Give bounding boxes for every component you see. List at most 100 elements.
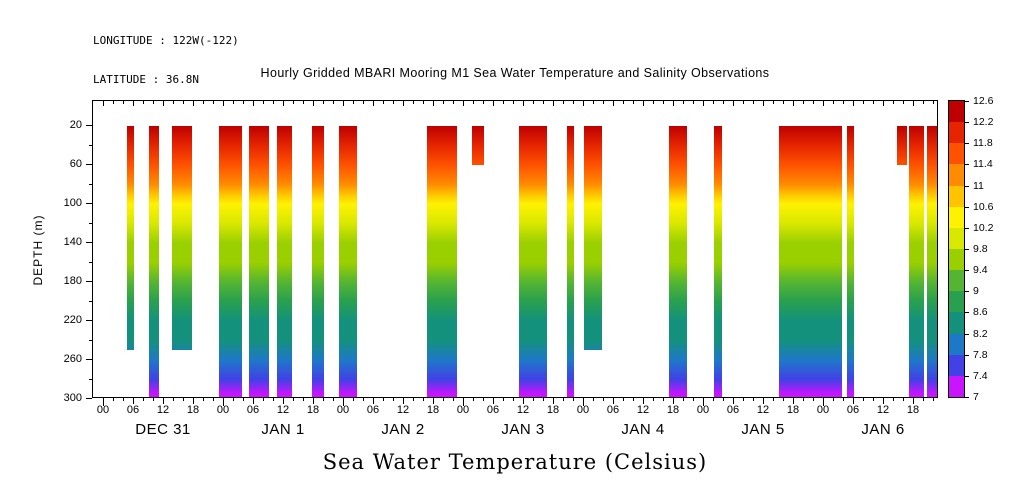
x-axis-tick bbox=[603, 398, 604, 401]
x-axis-top-tick bbox=[813, 101, 814, 104]
x-axis-hour-label: 12 bbox=[636, 404, 650, 416]
x-axis-tick bbox=[703, 398, 704, 406]
x-axis-top-tick bbox=[773, 101, 774, 104]
y-axis-tick-label: 180 bbox=[63, 275, 82, 287]
x-axis-top-tick bbox=[453, 101, 454, 104]
x-axis-top-tick bbox=[893, 101, 894, 104]
x-axis-tick bbox=[233, 398, 234, 401]
colorbar-tick bbox=[965, 333, 969, 335]
y-axis-tick bbox=[86, 203, 92, 204]
y-axis-tick bbox=[86, 164, 92, 165]
colorbar-tick-label: 7.8 bbox=[973, 348, 988, 361]
x-axis-tick bbox=[833, 398, 834, 401]
x-axis-top-tick bbox=[823, 101, 824, 106]
x-axis-top-tick bbox=[293, 101, 294, 104]
x-axis-top-tick bbox=[203, 101, 204, 104]
data-segment bbox=[149, 126, 159, 397]
colorbar-tick bbox=[965, 397, 969, 398]
x-axis-tick bbox=[203, 398, 204, 401]
colorbar-tick bbox=[965, 354, 969, 356]
x-axis-top-tick bbox=[263, 101, 264, 104]
x-axis-top-tick bbox=[543, 101, 544, 104]
x-axis-tick bbox=[663, 398, 664, 401]
x-axis-top-tick bbox=[793, 101, 794, 106]
x-axis-day-label: JAN 4 bbox=[621, 421, 665, 438]
x-axis-tick bbox=[883, 398, 884, 404]
x-axis-tick bbox=[193, 398, 194, 404]
data-segment bbox=[311, 126, 324, 397]
x-axis-top-tick bbox=[673, 101, 674, 106]
x-axis-hour-label: 12 bbox=[396, 404, 410, 416]
x-axis-tick bbox=[353, 398, 354, 401]
x-axis-top-tick bbox=[783, 101, 784, 104]
x-axis-top-tick bbox=[173, 101, 174, 104]
colorbar-tick-label: 9 bbox=[973, 285, 979, 298]
x-axis-tick bbox=[653, 398, 654, 401]
x-axis-tick bbox=[823, 398, 824, 406]
x-axis-tick bbox=[583, 398, 584, 406]
x-axis-tick bbox=[643, 398, 644, 404]
x-axis-tick bbox=[903, 398, 904, 401]
x-axis-tick bbox=[613, 398, 614, 404]
x-axis-tick bbox=[273, 398, 274, 401]
x-axis-tick bbox=[293, 398, 294, 401]
colorbar-tick bbox=[965, 270, 969, 272]
data-segment bbox=[171, 126, 192, 351]
data-segment bbox=[339, 126, 357, 397]
x-axis-tick bbox=[153, 398, 154, 401]
x-axis-hour-label: 18 bbox=[306, 404, 320, 416]
x-axis-top-tick bbox=[753, 101, 754, 104]
colorbar-tick bbox=[965, 206, 969, 208]
y-axis-tick bbox=[86, 398, 92, 399]
y-axis-tick bbox=[86, 359, 92, 360]
x-axis-top-tick bbox=[613, 101, 614, 106]
x-axis-hour-label: 18 bbox=[546, 404, 560, 416]
x-axis-top-tick bbox=[653, 101, 654, 104]
data-segment bbox=[276, 126, 292, 397]
x-axis-tick bbox=[523, 398, 524, 404]
colorbar-segment bbox=[949, 101, 964, 123]
y-axis-tick-label: 260 bbox=[63, 353, 82, 365]
x-axis-hour-label: 06 bbox=[846, 404, 860, 416]
data-segment bbox=[779, 126, 842, 397]
chart-title: Hourly Gridded MBARI Mooring M1 Sea Wate… bbox=[260, 66, 770, 80]
x-axis-top-tick bbox=[113, 101, 114, 104]
x-axis-top-tick bbox=[713, 101, 714, 104]
x-axis-hour-label: 12 bbox=[756, 404, 770, 416]
x-axis-tick bbox=[553, 398, 554, 404]
x-axis-tick bbox=[783, 398, 784, 401]
x-axis-tick bbox=[403, 398, 404, 404]
x-axis-top-tick bbox=[593, 101, 594, 104]
x-axis-tick bbox=[563, 398, 564, 401]
y-axis-tick bbox=[86, 125, 92, 126]
x-axis-top-tick bbox=[493, 101, 494, 106]
x-axis-hour-label: 00 bbox=[336, 404, 350, 416]
colorbar-segment bbox=[949, 312, 964, 334]
x-axis-tick bbox=[723, 398, 724, 401]
x-axis-day-label: JAN 2 bbox=[381, 421, 425, 438]
x-axis-top-tick bbox=[333, 101, 334, 104]
colorbar-tick bbox=[965, 101, 969, 102]
colorbar-segment bbox=[949, 270, 964, 292]
x-axis-hour-label: 06 bbox=[486, 404, 500, 416]
x-axis-tick bbox=[163, 398, 164, 404]
x-axis-top-tick bbox=[643, 101, 644, 106]
colorbar-tick-label: 9.8 bbox=[973, 243, 988, 255]
x-axis-top-tick bbox=[513, 101, 514, 104]
colorbar-segment bbox=[949, 227, 964, 249]
colorbar-tick-label: 11 bbox=[973, 179, 984, 192]
x-axis-top-tick bbox=[473, 101, 474, 104]
x-axis-tick bbox=[473, 398, 474, 401]
colorbar-tick-label: 12.6 bbox=[973, 95, 994, 107]
colorbar-tick-label: 12.2 bbox=[973, 116, 994, 129]
x-axis-tick bbox=[893, 398, 894, 401]
x-axis-top-tick bbox=[873, 101, 874, 104]
y-axis-minor-tick bbox=[89, 144, 92, 146]
x-axis-top-tick bbox=[483, 101, 484, 104]
x-axis-tick bbox=[243, 398, 244, 401]
data-segment bbox=[426, 126, 457, 397]
x-axis-tick bbox=[173, 398, 174, 401]
plot-area bbox=[92, 100, 938, 398]
x-axis-top-tick bbox=[213, 101, 214, 104]
x-axis-top-tick bbox=[153, 101, 154, 104]
